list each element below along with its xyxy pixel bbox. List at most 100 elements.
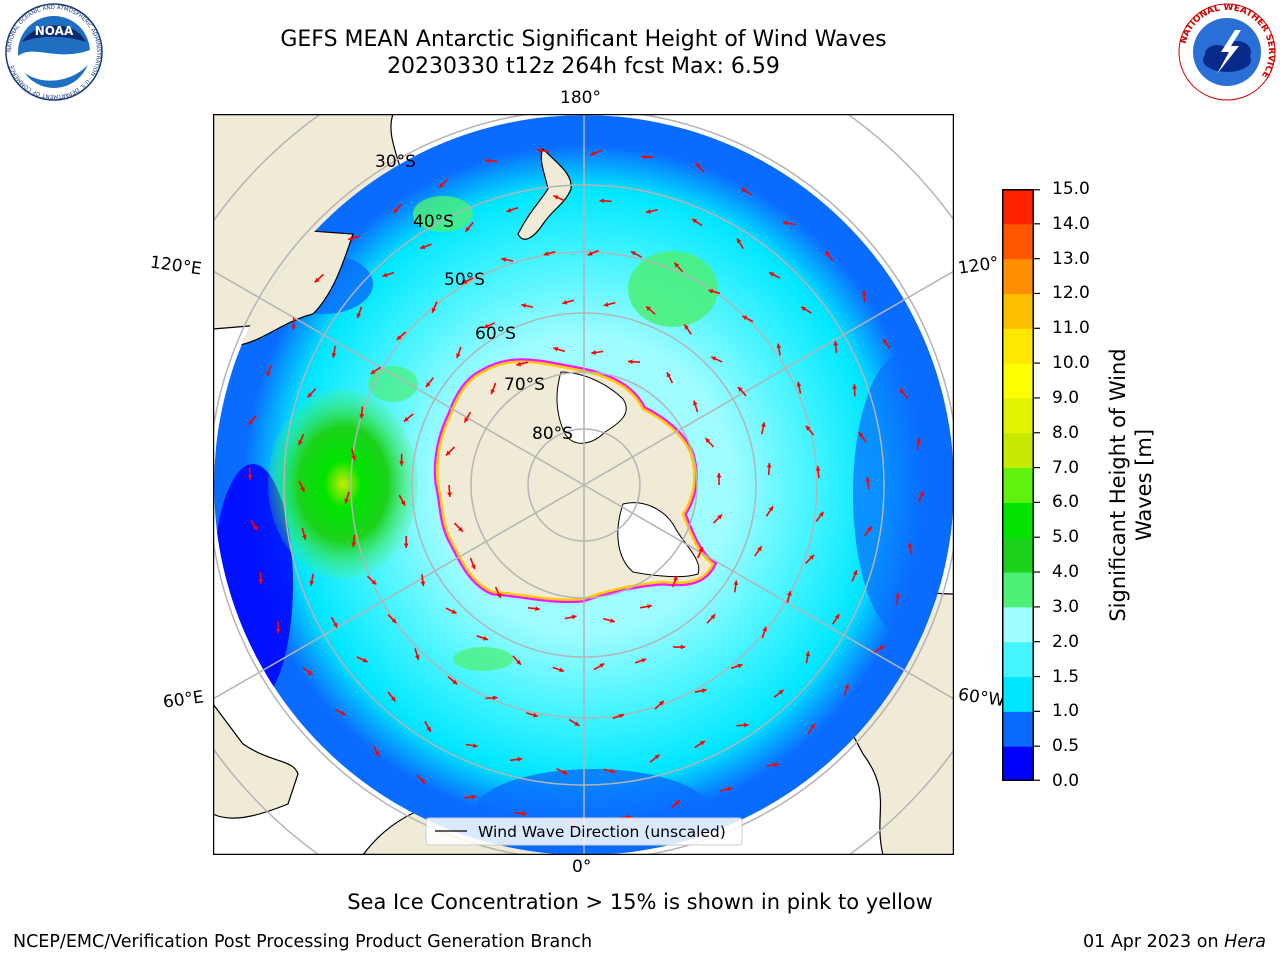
wave-arrow-head xyxy=(787,591,792,597)
wave-arrow-head xyxy=(865,477,871,482)
colorbar-band xyxy=(1002,606,1034,643)
wave-arrow-head xyxy=(403,543,409,548)
wave-arrow-head xyxy=(559,667,565,673)
colorbar-band xyxy=(1002,676,1034,712)
colorbar-tick-label: 4.0 xyxy=(1052,562,1080,583)
wave-arrow-head xyxy=(501,257,507,262)
high-wave-region xyxy=(628,251,718,327)
wave-arrow-head xyxy=(861,290,867,296)
high-wave-region xyxy=(368,366,418,402)
wave-arrow-head xyxy=(907,542,913,548)
parallel-label-80s: 80°S xyxy=(532,424,573,444)
wave-arrow-head xyxy=(895,592,901,598)
wave-arrow-head xyxy=(701,688,707,694)
wave-arrow-head xyxy=(344,498,349,504)
wave-arrow-head xyxy=(684,324,689,330)
meridian-label-0: 0° xyxy=(572,857,592,877)
wave-arrow-head xyxy=(666,372,672,378)
wave-arrow-head xyxy=(456,353,461,359)
colorbar-band xyxy=(1002,537,1034,573)
colorbar-title-line2: Waves [m] xyxy=(1132,428,1156,542)
footer-date-text: 01 Apr 2023 on xyxy=(1082,932,1219,952)
wave-arrow-head xyxy=(300,486,305,492)
colorbar-band xyxy=(1002,223,1034,260)
wave-arrow-head xyxy=(391,618,397,624)
wave-arrow-head xyxy=(351,455,356,461)
colorbar-band xyxy=(1002,258,1034,294)
wave-arrow-head xyxy=(403,416,409,422)
wave-arrow-head xyxy=(314,277,320,283)
colorbar-band xyxy=(1002,746,1034,781)
low-wave-region xyxy=(853,354,953,634)
wave-arrow-head xyxy=(451,609,457,614)
polar-map: Wind Wave Direction (unscaled) xyxy=(213,114,954,855)
wave-arrow-head xyxy=(778,689,784,695)
wave-arrow-head xyxy=(743,722,749,728)
map-border xyxy=(213,114,954,855)
wave-arrow-head xyxy=(291,325,296,330)
wave-arrow-head xyxy=(695,163,701,169)
wave-arrow-head xyxy=(452,679,458,685)
wave-arrow-head xyxy=(307,392,313,398)
wave-arrow-head xyxy=(833,340,839,346)
wave-arrow-head xyxy=(879,645,885,651)
wave-arrow-head xyxy=(464,417,469,423)
wave-arrow-head xyxy=(852,570,858,576)
wave-arrow-head xyxy=(356,313,362,319)
wave-arrow-head xyxy=(631,251,637,256)
wave-arrow-head xyxy=(562,769,568,775)
wave-arrow-head xyxy=(275,629,281,634)
footer-credit: NCEP/EMC/Verification Post Processing Pr… xyxy=(13,932,593,952)
colorbar-tick-label: 6.0 xyxy=(1052,492,1080,513)
wave-arrow-head xyxy=(882,338,888,344)
wave-arrow-head xyxy=(699,740,705,746)
colorbar-tick-label: 12.0 xyxy=(1052,283,1090,304)
wave-arrow-head xyxy=(471,794,477,800)
wave-arrow-head xyxy=(370,369,376,374)
wave-arrow-head xyxy=(390,696,396,702)
wave-arrow-head xyxy=(535,606,540,612)
graticule xyxy=(213,114,954,855)
wave-arrow-head xyxy=(333,622,338,628)
wave-arrow-head xyxy=(532,712,538,718)
colorbar-tick-label: 8.0 xyxy=(1052,422,1080,443)
wave-arrow-head xyxy=(692,218,698,224)
wave-arrow-head xyxy=(362,657,368,663)
madagascar-land xyxy=(213,703,299,819)
wave-arrow-head xyxy=(698,547,704,553)
wave-arrow-head xyxy=(776,343,782,349)
wave-arrow-head xyxy=(769,272,775,277)
colorbar-tick-label: 7.0 xyxy=(1052,457,1080,478)
high-wave-region xyxy=(453,647,513,671)
wave-arrow-head xyxy=(762,626,767,632)
wave-arrow-head xyxy=(768,506,774,512)
wave-arrow-head xyxy=(609,618,615,623)
wave-arrow-head xyxy=(247,475,253,480)
wave-arrow-head xyxy=(599,663,605,668)
wave-arrow-head xyxy=(462,279,468,284)
wave-arrow-head xyxy=(348,235,354,241)
wave-arrow-head xyxy=(711,356,717,361)
wave-arrow-head xyxy=(867,526,872,532)
wave-arrow-head xyxy=(445,450,451,456)
ross-ice-shelf xyxy=(556,371,627,444)
chart-title: GEFS MEAN Antarctic Significant Height o… xyxy=(280,27,887,52)
wave-arrow-head xyxy=(628,359,633,365)
parallel-label-30s: 30°S xyxy=(375,152,416,172)
colorbar-band xyxy=(1002,397,1034,434)
wave-arrow-head xyxy=(393,208,399,214)
wave-arrow-head xyxy=(680,644,686,650)
wave-arrow-head xyxy=(252,525,258,531)
parallel-label-40s: 40°S xyxy=(413,212,454,232)
wave-arrow-head xyxy=(834,614,840,620)
wave-arrow-head xyxy=(420,581,426,587)
wave-arrow-head xyxy=(919,491,924,497)
parallel-label-70s: 70°S xyxy=(504,375,545,395)
wave-arrow-head xyxy=(331,352,337,358)
colorbar-tick-label: 0.5 xyxy=(1052,736,1080,757)
wave-arrow-head xyxy=(521,303,527,309)
wave-arrow-head xyxy=(298,440,303,446)
wave-arrow-head xyxy=(340,710,346,716)
wave-arrow-head xyxy=(490,389,496,395)
wave-arrow-head xyxy=(591,350,597,355)
